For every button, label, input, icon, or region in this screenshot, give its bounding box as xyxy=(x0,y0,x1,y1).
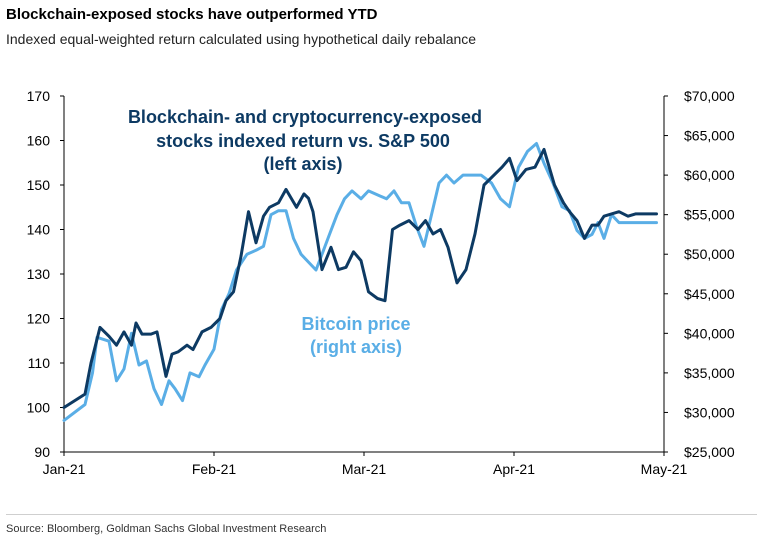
right-tick-label: $35,000 xyxy=(684,365,735,381)
left-tick-label: 160 xyxy=(27,133,51,149)
x-tick-label: Apr-21 xyxy=(493,461,535,477)
x-tick-label: May-21 xyxy=(641,461,688,477)
annotation-stocks-line2: stocks indexed return vs. S&P 500 xyxy=(156,131,450,151)
annotation-stocks-line3: (left axis) xyxy=(263,154,342,174)
left-tick-label: 170 xyxy=(27,88,51,104)
right-tick-label: $25,000 xyxy=(684,444,735,460)
series-line-blockchain-stocks xyxy=(62,147,658,409)
right-tick-label: $50,000 xyxy=(684,246,735,262)
footer-divider xyxy=(6,514,757,515)
series-line-bitcoin-price xyxy=(62,142,658,422)
left-tick-label: 90 xyxy=(34,444,50,460)
left-tick-label: 140 xyxy=(27,222,51,238)
left-tick-label: 110 xyxy=(28,355,51,371)
chart-subtitle: Indexed equal-weighted return calculated… xyxy=(6,31,477,47)
right-tick-label: $45,000 xyxy=(684,286,735,302)
annotation-bitcoin-line1: Bitcoin price xyxy=(301,314,410,334)
right-tick-label: $60,000 xyxy=(684,167,735,183)
left-tick-label: 100 xyxy=(27,400,51,416)
left-tick-label: 130 xyxy=(27,266,51,282)
right-tick-label: $40,000 xyxy=(684,325,735,341)
source-note: Source: Bloomberg, Goldman Sachs Global … xyxy=(6,523,327,535)
annotation-stocks-line1: Blockchain- and cryptocurrency-exposed xyxy=(128,107,482,127)
chart-title: Blockchain-exposed stocks have outperfor… xyxy=(6,6,378,23)
x-tick-label: Jan-21 xyxy=(43,461,86,477)
right-tick-label: $70,000 xyxy=(684,88,735,104)
left-tick-label: 120 xyxy=(27,311,51,327)
right-tick-label: $55,000 xyxy=(684,207,735,223)
x-tick-label: Feb-21 xyxy=(192,461,237,477)
left-tick-label: 150 xyxy=(27,177,51,193)
x-tick-label: Mar-21 xyxy=(342,461,387,477)
right-tick-label: $30,000 xyxy=(684,404,735,420)
annotation-bitcoin-line2: (right axis) xyxy=(310,337,402,357)
right-tick-label: $65,000 xyxy=(684,128,735,144)
